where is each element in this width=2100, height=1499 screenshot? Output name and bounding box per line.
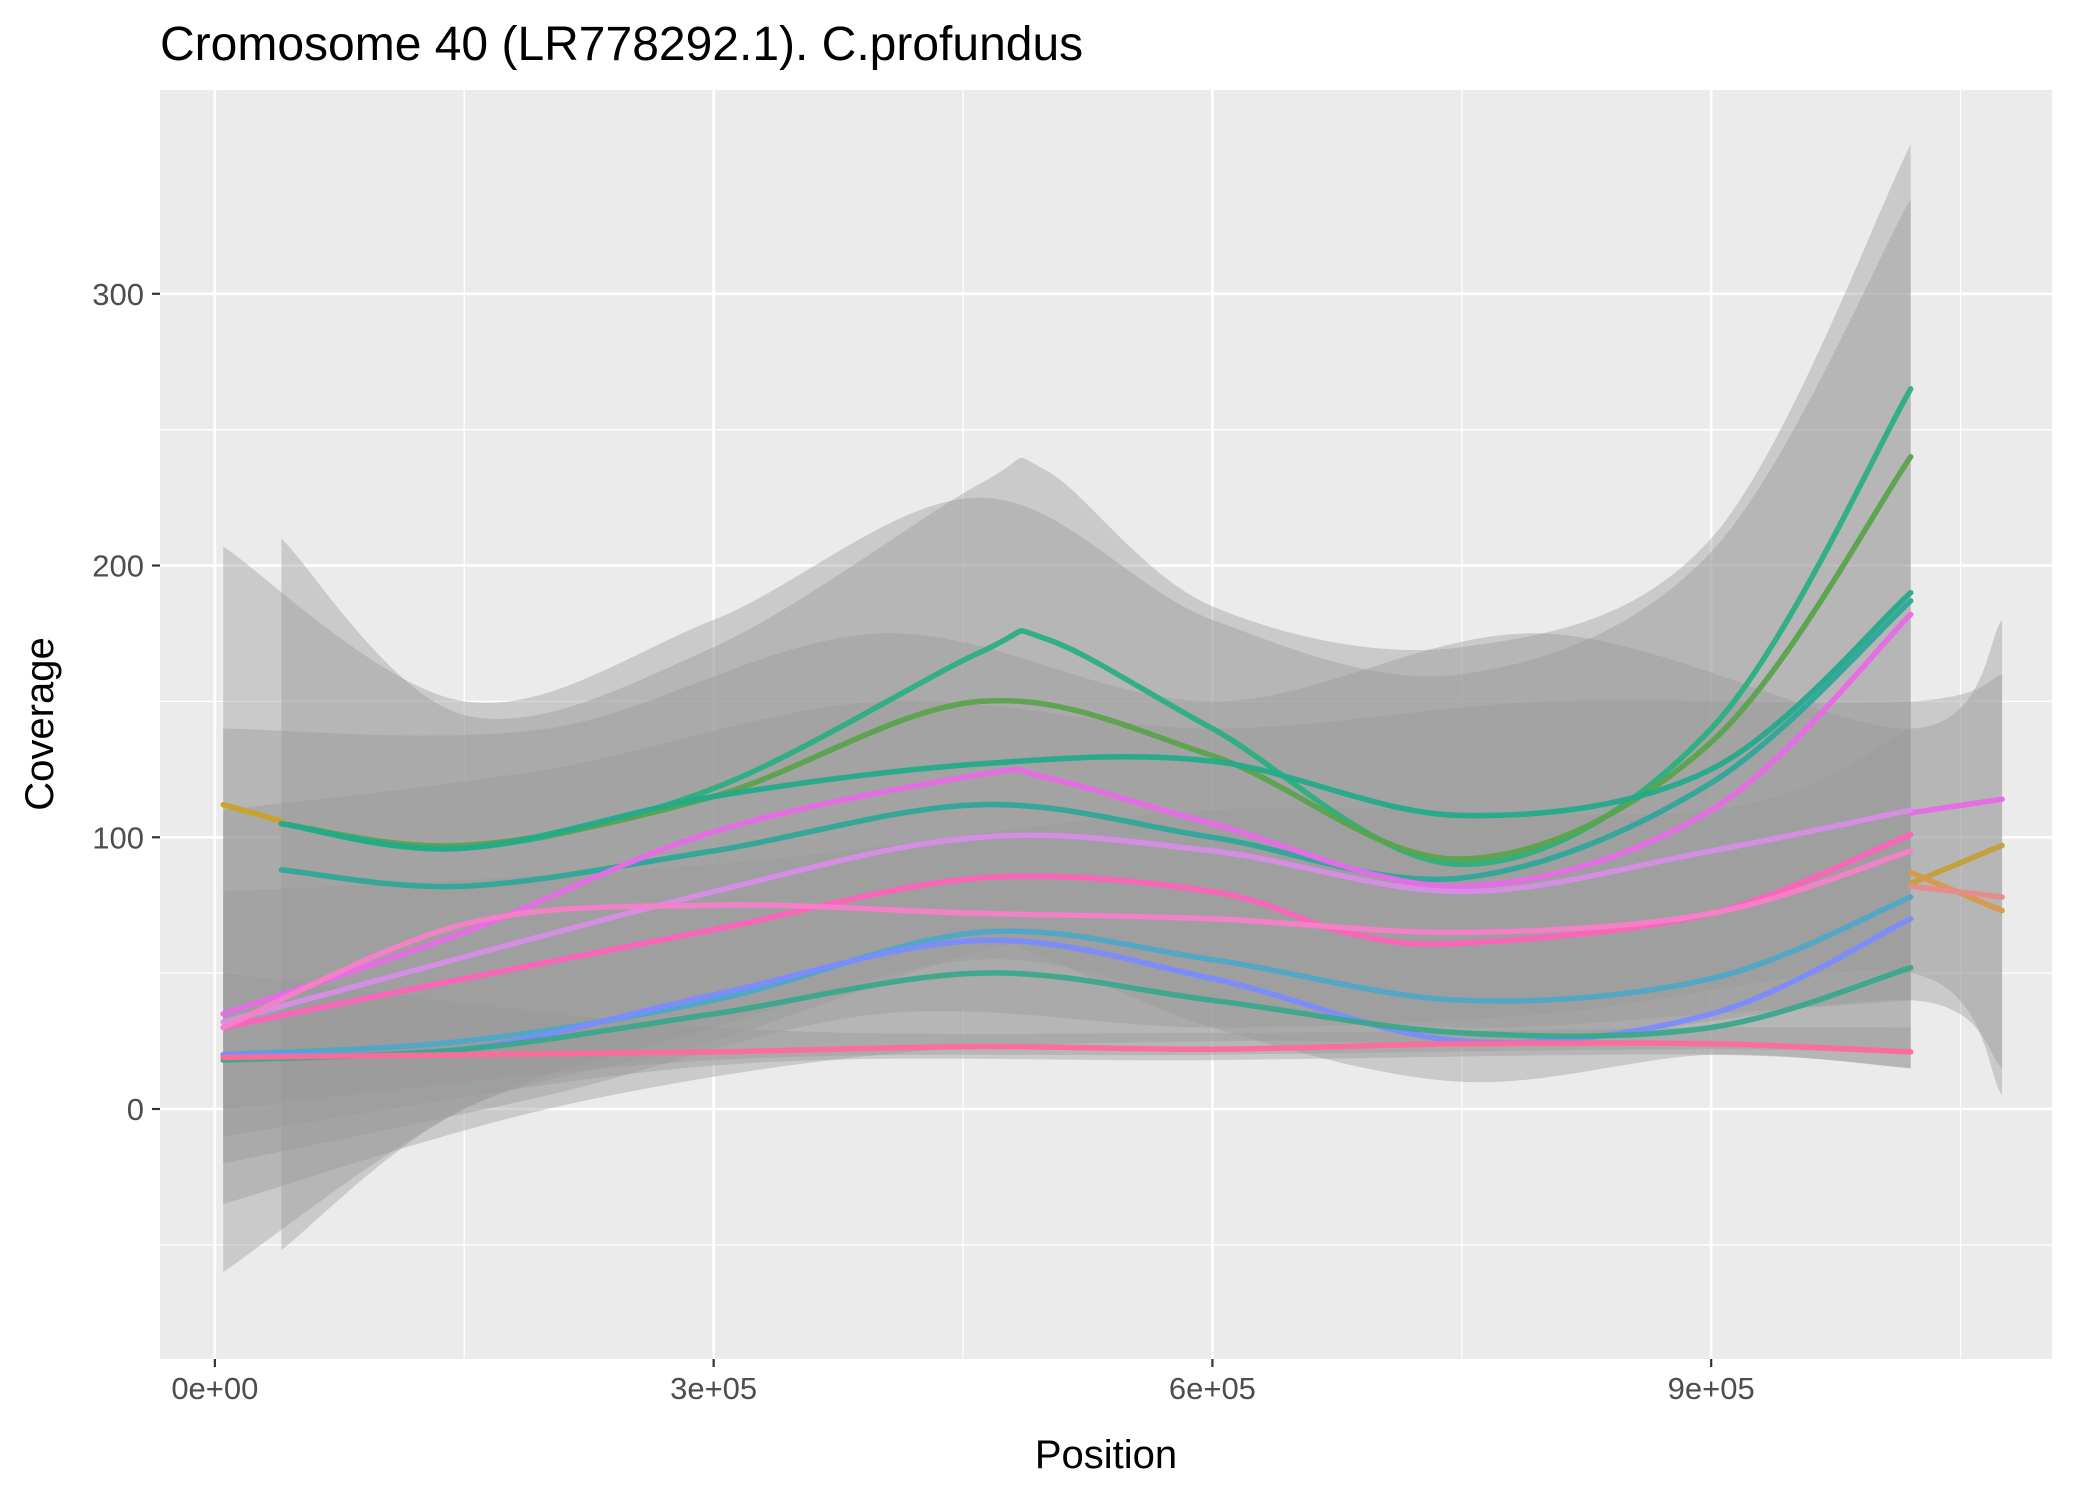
series-line xyxy=(220,611,1914,1017)
series-line xyxy=(1907,842,2005,887)
x-tick-label: 9e+05 xyxy=(1668,1371,1755,1406)
x-axis-title: Position xyxy=(1035,1433,1177,1477)
y-tick-label: 0 xyxy=(127,1092,144,1127)
y-tick-label: 200 xyxy=(92,549,144,584)
x-tick-label: 3e+05 xyxy=(670,1371,757,1406)
x-tick-label: 6e+05 xyxy=(1169,1371,1256,1406)
plot-panel xyxy=(160,90,2052,1359)
series-line xyxy=(278,589,1914,852)
series-line xyxy=(1907,883,2005,900)
series-line xyxy=(220,894,1914,1058)
series-line xyxy=(220,1040,1914,1061)
y-tick-label: 100 xyxy=(92,820,144,855)
y-tick-label: 300 xyxy=(92,277,144,312)
x-axis: 0e+00 3e+05 6e+05 9e+05 xyxy=(171,1359,1755,1406)
series-line xyxy=(220,807,1914,1025)
series-line xyxy=(220,831,1914,1031)
y-axis-title: Coverage xyxy=(18,637,62,810)
confidence-band xyxy=(281,144,1911,1251)
series-line xyxy=(278,598,1914,890)
x-tick-label: 0e+00 xyxy=(171,1371,258,1406)
y-axis: 0 100 200 300 xyxy=(92,277,160,1127)
confidence-band xyxy=(223,973,1911,1109)
series-line xyxy=(220,964,1914,1063)
series-line xyxy=(220,801,285,824)
confidence-band xyxy=(223,619,2003,1164)
chart-title: Cromosome 40 (LR778292.1). C.profundus xyxy=(160,18,1083,71)
series-lines xyxy=(220,386,2005,1063)
series-line xyxy=(220,848,1914,1031)
series-line xyxy=(1907,796,2005,816)
